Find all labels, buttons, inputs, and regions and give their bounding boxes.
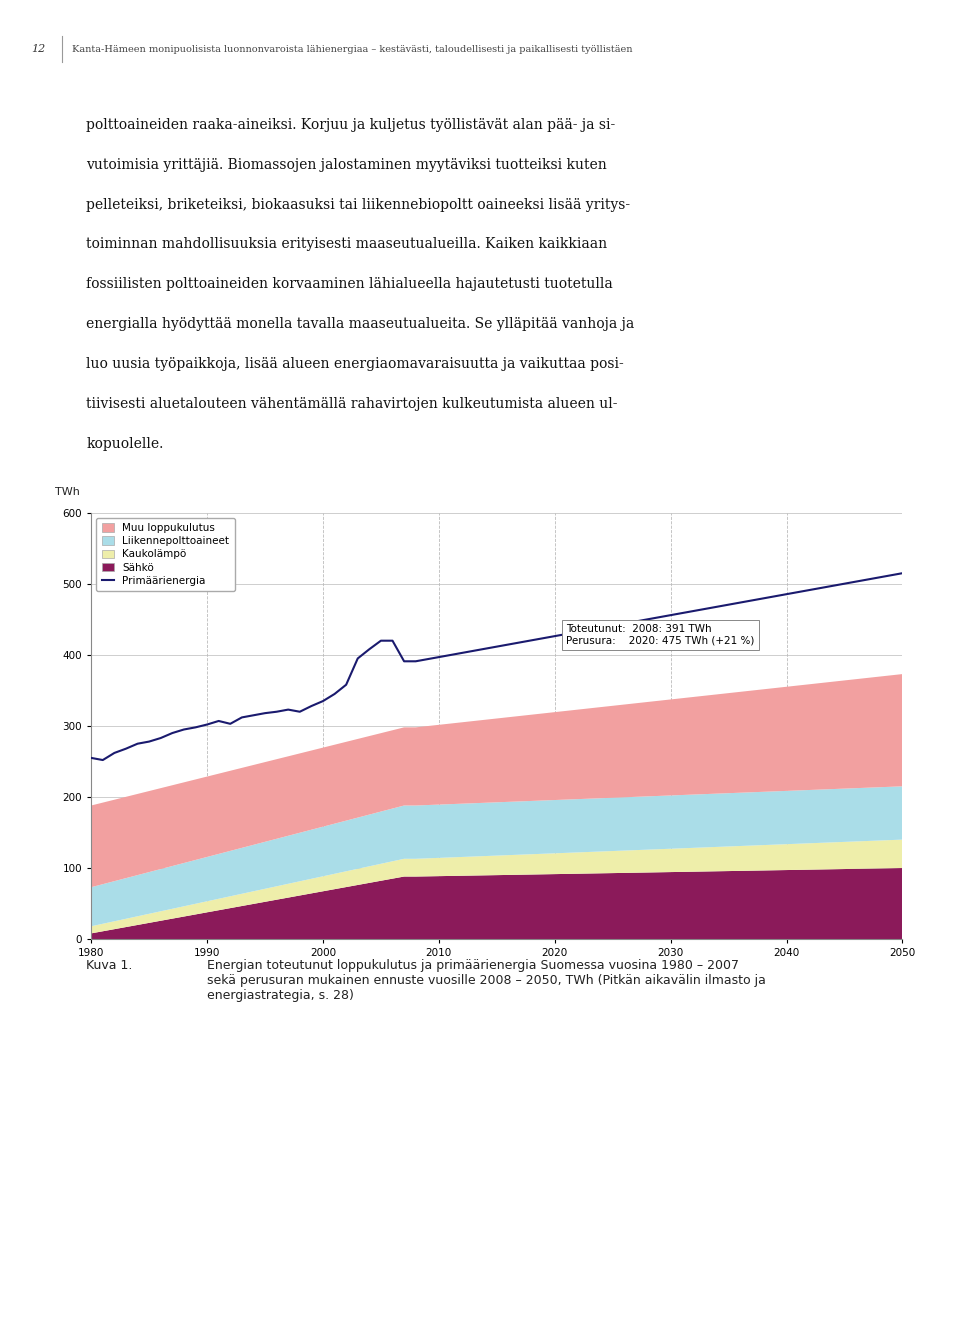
Text: kopuolelle.: kopuolelle. [86,437,164,452]
Text: Kanta-Hämeen monipuolisista luonnonvaroista lähienergiaa – kestävästi, taloudell: Kanta-Hämeen monipuolisista luonnonvaroi… [72,45,633,53]
Text: polttoaineiden raaka-aineiksi. Korjuu ja kuljetus työllistävät alan pää- ja si-: polttoaineiden raaka-aineiksi. Korjuu ja… [86,117,615,132]
Text: pelleteiksi, briketeiksi, biokaasuksi tai liikennebiopoltt oaineeksi lisää yrity: pelleteiksi, briketeiksi, biokaasuksi ta… [86,197,631,212]
Text: toiminnan mahdollisuuksia erityisesti maaseutualueilla. Kaiken kaikkiaan: toiminnan mahdollisuuksia erityisesti ma… [86,237,608,252]
Text: fossiilisten polttoaineiden korvaaminen lähialueella hajautetusti tuotetulla: fossiilisten polttoaineiden korvaaminen … [86,277,613,292]
Text: luo uusia työpaikkoja, lisää alueen energiaomavaraisuutta ja vaikuttaa posi-: luo uusia työpaikkoja, lisää alueen ener… [86,357,624,372]
Text: 12: 12 [32,44,46,55]
Text: Kuva 1.: Kuva 1. [86,959,132,972]
Legend: Muu loppukulutus, Liikennepolttoaineet, Kaukolämpö, Sähkö, Primäärienergia: Muu loppukulutus, Liikennepolttoaineet, … [96,518,234,591]
Text: vutoimisia yrittäjiä. Biomassojen jalostaminen myytäviksi tuotteiksi kuten: vutoimisia yrittäjiä. Biomassojen jalost… [86,157,607,172]
Text: tiivisesti aluetalouteen vähentämällä rahavirtojen kulkeutumista alueen ul-: tiivisesti aluetalouteen vähentämällä ra… [86,397,618,412]
Text: Energian toteutunut loppukulutus ja primäärienergia Suomessa vuosina 1980 – 2007: Energian toteutunut loppukulutus ja prim… [207,959,766,1002]
Text: Toteutunut:  2008: 391 TWh
Perusura:    2020: 475 TWh (+21 %): Toteutunut: 2008: 391 TWh Perusura: 2020… [566,625,755,646]
Text: TWh: TWh [55,488,80,497]
Text: energialla hyödyttää monella tavalla maaseutualueita. Se ylläpitää vanhoja ja: energialla hyödyttää monella tavalla maa… [86,317,635,332]
